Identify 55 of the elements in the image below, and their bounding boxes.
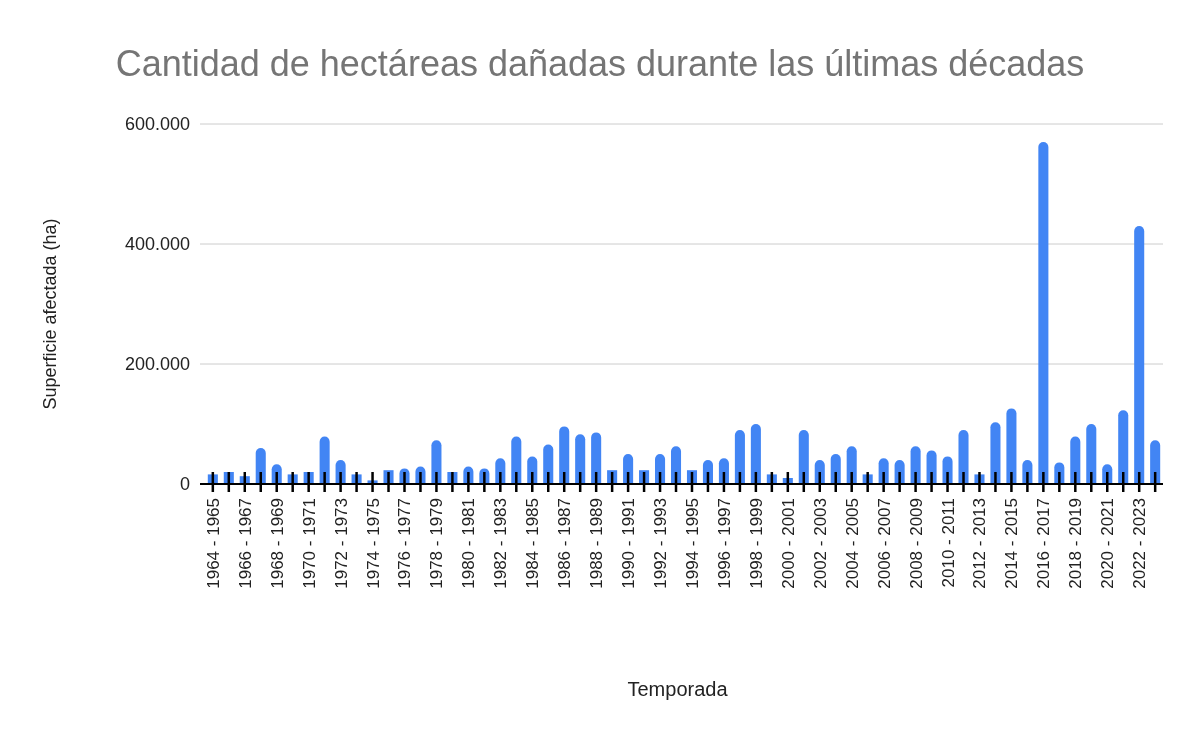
x-tick-label: 1986 - 1987 bbox=[555, 498, 575, 589]
x-tick-label: 1998 - 1999 bbox=[746, 498, 766, 589]
bar bbox=[1150, 440, 1161, 484]
bar bbox=[511, 436, 522, 484]
y-axis-title: Superficie afectada (ha) bbox=[40, 218, 60, 410]
x-tick-label: 2000 - 2001 bbox=[778, 498, 798, 589]
x-tick-label: 1976 - 1977 bbox=[395, 498, 415, 589]
bar bbox=[575, 434, 586, 484]
x-tick-label: 2010 - 2011 bbox=[938, 498, 958, 588]
bar bbox=[1070, 436, 1081, 484]
chart-title: Cantidad de hectáreas dañadas durante las últimas décadas bbox=[115, 43, 1085, 84]
x-tick-label: 1972 - 1973 bbox=[331, 498, 351, 589]
bar bbox=[958, 430, 969, 484]
bar bbox=[1134, 226, 1145, 484]
x-tick-label: 2012 - 2013 bbox=[970, 498, 990, 589]
x-tick-label: 2008 - 2009 bbox=[906, 498, 926, 589]
bar bbox=[990, 422, 1001, 484]
x-tick-label: 1994 - 1995 bbox=[682, 498, 702, 589]
x-tick-label: 2018 - 2019 bbox=[1066, 498, 1086, 589]
x-tick-label: 2016 - 2017 bbox=[1034, 498, 1054, 589]
bar bbox=[559, 426, 570, 484]
x-tick-label: 1982 - 1983 bbox=[491, 498, 511, 589]
x-tick-label: 1992 - 1993 bbox=[651, 498, 671, 589]
bar bbox=[1038, 142, 1049, 484]
y-tick-label: 200.000 bbox=[124, 354, 190, 374]
x-tick-label: 2014 - 2015 bbox=[1002, 498, 1022, 589]
bar bbox=[1118, 410, 1129, 484]
bar bbox=[750, 424, 761, 484]
x-tick-label: 2006 - 2007 bbox=[874, 498, 894, 589]
y-tick-label: 600.000 bbox=[124, 114, 190, 134]
x-tick-label: 1980 - 1981 bbox=[459, 498, 479, 589]
x-tick-label: 1984 - 1985 bbox=[523, 498, 543, 589]
x-axis-title: Temporada bbox=[627, 678, 729, 700]
x-tick-label: 2002 - 2003 bbox=[810, 498, 830, 589]
x-tick-label: 1966 - 1967 bbox=[235, 498, 255, 589]
x-tick-label: 1968 - 1969 bbox=[267, 498, 287, 589]
bar bbox=[734, 430, 745, 484]
x-tick-label: 1988 - 1989 bbox=[587, 498, 607, 589]
x-tick-label: 2020 - 2021 bbox=[1098, 498, 1118, 589]
x-tick-label: 1996 - 1997 bbox=[714, 498, 734, 589]
x-tick-label: 1990 - 1991 bbox=[619, 498, 639, 589]
bar bbox=[543, 444, 554, 484]
bar bbox=[1086, 424, 1097, 484]
bar bbox=[798, 430, 809, 484]
x-tick-label: 1974 - 1975 bbox=[363, 498, 383, 589]
x-tick-label: 1978 - 1979 bbox=[427, 498, 447, 589]
x-tick-label: 2004 - 2005 bbox=[842, 498, 862, 589]
x-tick-label: 2022 - 2023 bbox=[1130, 498, 1150, 589]
bar bbox=[591, 432, 602, 484]
x-tick-label: 1970 - 1971 bbox=[299, 498, 319, 589]
y-tick-label: 400.000 bbox=[124, 234, 190, 254]
bar bbox=[1006, 408, 1017, 484]
y-tick-label: 0 bbox=[179, 474, 190, 494]
x-tick-label: 1964 - 1965 bbox=[203, 498, 223, 589]
bar bbox=[670, 446, 682, 484]
